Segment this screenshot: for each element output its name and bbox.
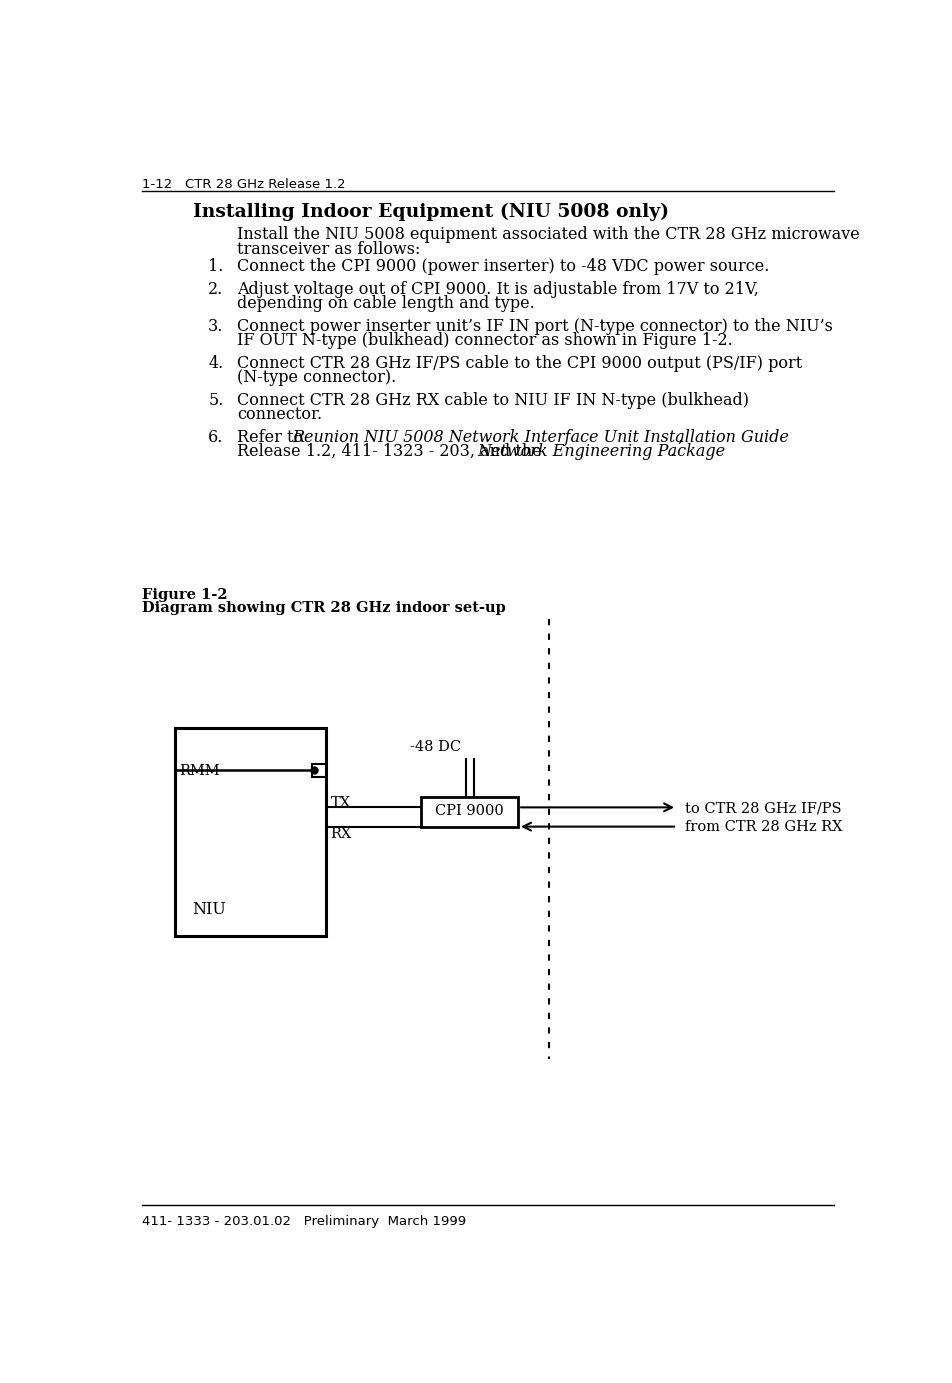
Text: TX: TX: [330, 795, 350, 810]
Text: Reunion NIU 5008 Network Interface Unit Installation Guide: Reunion NIU 5008 Network Interface Unit …: [292, 429, 789, 445]
Text: -48 DC: -48 DC: [409, 740, 461, 754]
Text: 5.: 5.: [208, 391, 224, 408]
Text: connector.: connector.: [237, 407, 322, 423]
Text: 4.: 4.: [208, 354, 224, 372]
Text: RX: RX: [330, 827, 352, 841]
Text: Adjust voltage out of CPI 9000. It is adjustable from 17V to 21V,: Adjust voltage out of CPI 9000. It is ad…: [237, 281, 759, 297]
Text: CPI 9000: CPI 9000: [435, 805, 504, 819]
Text: NIU: NIU: [192, 902, 226, 918]
Text: Installing Indoor Equipment (NIU 5008 only): Installing Indoor Equipment (NIU 5008 on…: [192, 203, 668, 221]
Text: from CTR 28 GHz RX: from CTR 28 GHz RX: [684, 820, 843, 834]
Text: depending on cable length and type.: depending on cable length and type.: [237, 296, 535, 313]
Text: Refer to: Refer to: [237, 429, 308, 445]
Text: Connect power inserter unit’s IF IN port (N-type connector) to the NIU’s: Connect power inserter unit’s IF IN port…: [237, 318, 833, 335]
Text: 411- 1333 - 203.01.02   Preliminary  March 1999: 411- 1333 - 203.01.02 Preliminary March …: [142, 1216, 466, 1228]
Bar: [421, 798, 518, 827]
Text: Connect the CPI 9000 (power inserter) to -48 VDC power source.: Connect the CPI 9000 (power inserter) to…: [237, 259, 769, 275]
Text: Figure 1-2: Figure 1-2: [142, 588, 228, 602]
Text: 2.: 2.: [208, 281, 224, 297]
Text: .: .: [669, 443, 674, 461]
Text: Release 1.2, 411- 1323 - 203, and the: Release 1.2, 411- 1323 - 203, and the: [237, 443, 546, 461]
Text: IF OUT N-type (bulkhead) connector as shown in Figure 1-2.: IF OUT N-type (bulkhead) connector as sh…: [237, 332, 732, 350]
Text: ,: ,: [677, 429, 683, 445]
Text: Connect CTR 28 GHz IF/PS cable to the CPI 9000 output (PS/IF) port: Connect CTR 28 GHz IF/PS cable to the CP…: [237, 354, 802, 372]
Text: Connect CTR 28 GHz RX cable to NIU IF IN N-type (bulkhead): Connect CTR 28 GHz RX cable to NIU IF IN…: [237, 391, 749, 408]
Text: Diagram showing CTR 28 GHz indoor set-up: Diagram showing CTR 28 GHz indoor set-up: [142, 602, 506, 615]
Text: transceiver as follows:: transceiver as follows:: [237, 241, 420, 257]
Text: 1-12   CTR 28 GHz Release 1.2: 1-12 CTR 28 GHz Release 1.2: [142, 177, 346, 191]
Text: 6.: 6.: [208, 429, 224, 445]
Text: (N-type connector).: (N-type connector).: [237, 369, 396, 386]
Text: Network Engineering Package: Network Engineering Package: [477, 443, 725, 461]
Bar: [312, 765, 326, 777]
Text: 1.: 1.: [208, 259, 224, 275]
Text: Install the NIU 5008 equipment associated with the CTR 28 GHz microwave: Install the NIU 5008 equipment associate…: [237, 225, 860, 243]
Text: RMM: RMM: [179, 765, 220, 779]
Bar: [175, 727, 326, 936]
Text: 3.: 3.: [208, 318, 224, 335]
Text: to CTR 28 GHz IF/PS: to CTR 28 GHz IF/PS: [684, 801, 842, 815]
